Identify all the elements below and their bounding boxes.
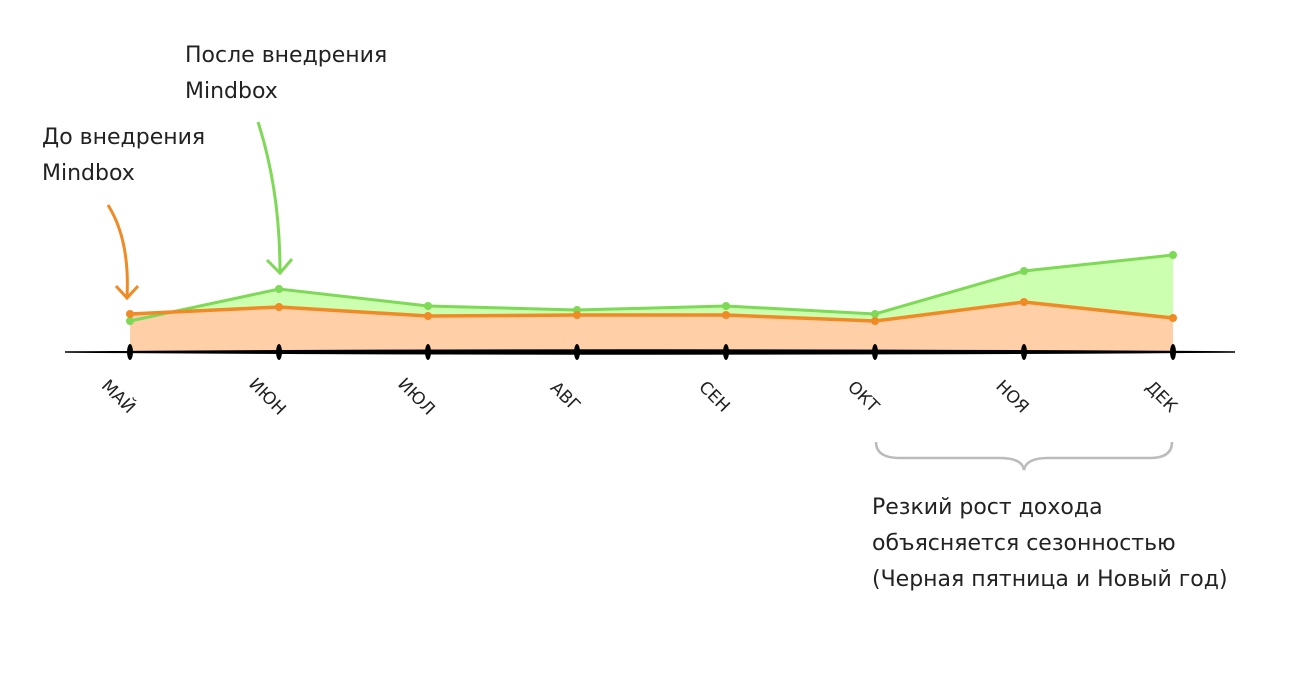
point bbox=[573, 311, 581, 319]
green-arrow bbox=[256, 121, 282, 273]
x-tick-label: ИЮЛ bbox=[393, 374, 438, 419]
orange-arrow bbox=[106, 204, 129, 298]
x-tick bbox=[1170, 344, 1176, 360]
point bbox=[1169, 314, 1177, 322]
x-tick bbox=[1021, 344, 1027, 360]
point bbox=[424, 302, 432, 310]
line bbox=[129, 300, 1174, 323]
x-tick-label: ИЮН bbox=[244, 374, 289, 419]
point bbox=[275, 285, 283, 293]
x-tick-label: НОЯ bbox=[991, 376, 1032, 417]
point bbox=[424, 312, 432, 320]
x-tick-label: МАЙ bbox=[97, 375, 140, 418]
x-tick bbox=[723, 344, 729, 360]
x-tick-label: АВГ bbox=[546, 378, 584, 416]
point bbox=[871, 317, 879, 325]
point bbox=[126, 310, 134, 318]
x-tick bbox=[127, 344, 133, 360]
point bbox=[1169, 251, 1177, 259]
brace bbox=[874, 441, 1174, 471]
x-tick bbox=[276, 344, 282, 360]
x-tick-label: ОКТ bbox=[843, 377, 883, 417]
line bbox=[129, 253, 1174, 323]
x-tick-label: СЕН bbox=[694, 377, 733, 416]
point bbox=[722, 311, 730, 319]
point bbox=[275, 303, 283, 311]
point bbox=[1020, 298, 1028, 306]
before-label: До внедрения Mindbox bbox=[42, 125, 206, 186]
annotation: Резкий рост дохода объясняется сезонност… bbox=[872, 490, 1228, 598]
point bbox=[1020, 267, 1028, 275]
x-tick-label: ДЕК bbox=[1141, 377, 1181, 417]
orange-arrow-head bbox=[114, 284, 140, 301]
point bbox=[871, 310, 879, 318]
x-tick bbox=[425, 344, 431, 360]
x-tick bbox=[872, 344, 878, 360]
green-arrow-head bbox=[265, 258, 294, 276]
annotation-line: Резкий рост дохода bbox=[872, 495, 1103, 520]
x-tick bbox=[574, 344, 580, 360]
annotation-line: объясняется сезонностью bbox=[872, 531, 1176, 556]
x-axis bbox=[64, 349, 1236, 355]
point bbox=[722, 302, 730, 310]
point bbox=[126, 317, 134, 325]
after-label: После внедрения Mindbox bbox=[185, 43, 388, 104]
annotation-line: (Черная пятница и Новый год) bbox=[872, 567, 1228, 592]
